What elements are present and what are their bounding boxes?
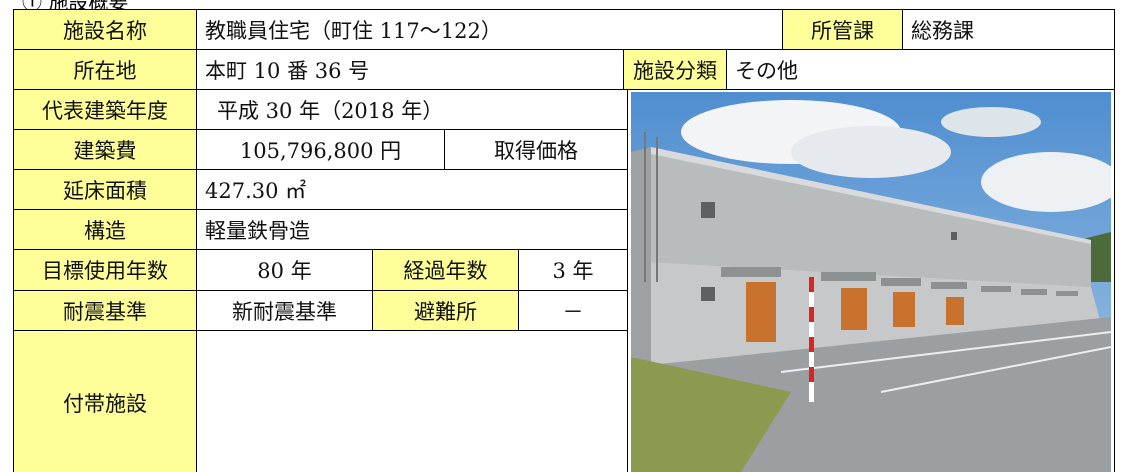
value-cell: 80 年 (196, 249, 373, 291)
value-cell: 105,796,800 円 (196, 129, 445, 170)
label-cell: 避難所 (372, 290, 519, 331)
value-cell: 総務課 (902, 9, 1115, 50)
value-cell: － (518, 290, 628, 331)
label-cell: 所管課 (782, 9, 903, 50)
value-cell: 教職員住宅（町住 117〜122） (196, 9, 783, 50)
label-cell: 施設分類 (623, 49, 727, 90)
value-cell: その他 (726, 49, 1115, 90)
value-cell (196, 330, 628, 472)
label-cell: 付帯施設 (13, 330, 197, 472)
label-cell: 施設名称 (13, 9, 197, 50)
label-cell: 耐震基準 (13, 290, 197, 331)
value-cell: 本町 10 番 36 号 (196, 49, 624, 90)
label-cell: 構造 (13, 209, 197, 250)
label-cell: 目標使用年数 (13, 249, 197, 291)
value-cell: 3 年 (518, 249, 628, 291)
value-cell: 平成 30 年（2018 年） (196, 89, 628, 130)
label-cell: 取得価格 (444, 129, 628, 170)
label-cell: 経過年数 (372, 249, 519, 291)
value-cell: 新耐震基準 (196, 290, 373, 331)
photo-cell (627, 89, 1115, 472)
label-cell: 延床面積 (13, 169, 197, 210)
facility-photo (631, 92, 1111, 472)
label-cell: 代表建築年度 (13, 89, 197, 130)
value-cell: 軽量鉄骨造 (196, 209, 628, 250)
value-cell: 427.30 ㎡ (196, 169, 628, 210)
label-cell: 所在地 (13, 49, 197, 90)
label-cell: 建築費 (13, 129, 197, 170)
